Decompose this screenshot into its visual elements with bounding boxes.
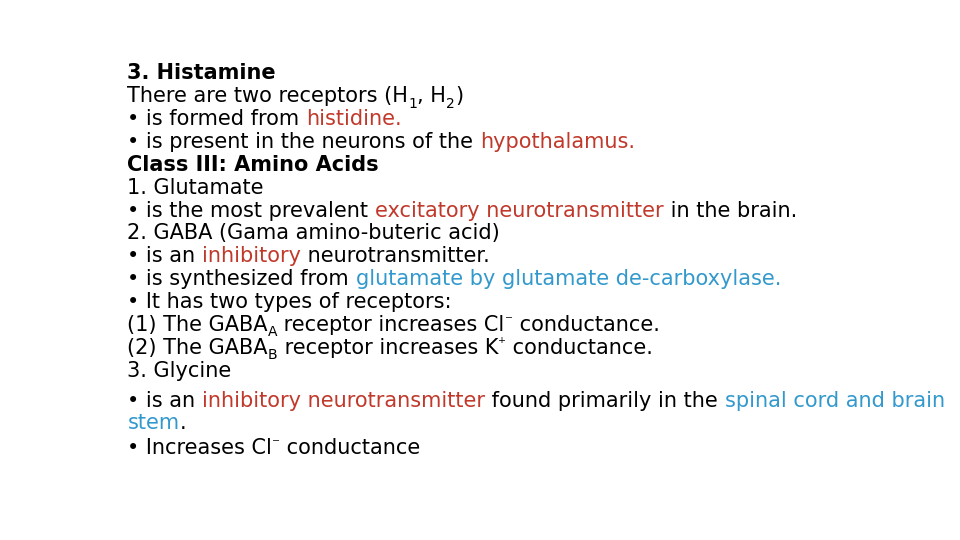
- Text: found primarily in the: found primarily in the: [485, 390, 725, 410]
- Text: spinal cord and brain: spinal cord and brain: [725, 390, 945, 410]
- Text: • is an: • is an: [128, 390, 203, 410]
- Text: conductance.: conductance.: [513, 315, 660, 335]
- Text: Class III: Amino Acids: Class III: Amino Acids: [128, 155, 379, 175]
- Text: receptor increases K: receptor increases K: [277, 338, 498, 358]
- Text: • is formed from: • is formed from: [128, 109, 306, 129]
- Text: ⁻: ⁻: [273, 436, 280, 451]
- Text: receptor increases Cl: receptor increases Cl: [277, 315, 505, 335]
- Text: • is synthesized from: • is synthesized from: [128, 269, 356, 289]
- Text: • It has two types of receptors:: • It has two types of receptors:: [128, 292, 452, 312]
- Text: excitatory neurotransmitter: excitatory neurotransmitter: [375, 200, 663, 220]
- Text: 2: 2: [446, 97, 455, 111]
- Text: • is the most prevalent: • is the most prevalent: [128, 200, 375, 220]
- Text: neurotransmitter.: neurotransmitter.: [301, 246, 490, 266]
- Text: • Increases Cl: • Increases Cl: [128, 437, 273, 457]
- Text: , H: , H: [418, 86, 446, 106]
- Text: • is an: • is an: [128, 246, 203, 266]
- Text: There are two receptors (H: There are two receptors (H: [128, 86, 408, 106]
- Text: 3. Histamine: 3. Histamine: [128, 63, 276, 83]
- Text: ⁺: ⁺: [498, 336, 506, 351]
- Text: 2. GABA (Gama amino-buteric acid): 2. GABA (Gama amino-buteric acid): [128, 224, 500, 244]
- Text: glutamate by glutamate de-carboxylase.: glutamate by glutamate de-carboxylase.: [356, 269, 781, 289]
- Text: 1. Glutamate: 1. Glutamate: [128, 178, 264, 198]
- Text: 1: 1: [408, 97, 418, 111]
- Text: ⁻: ⁻: [505, 313, 513, 328]
- Text: 3. Glycine: 3. Glycine: [128, 361, 231, 381]
- Text: histidine.: histidine.: [306, 109, 402, 129]
- Text: in the brain.: in the brain.: [663, 200, 797, 220]
- Text: .: .: [180, 414, 186, 434]
- Text: • is present in the neurons of the: • is present in the neurons of the: [128, 132, 480, 152]
- Text: conductance: conductance: [280, 437, 420, 457]
- Text: (1) The GABA: (1) The GABA: [128, 315, 268, 335]
- Text: inhibitory: inhibitory: [203, 246, 301, 266]
- Text: inhibitory neurotransmitter: inhibitory neurotransmitter: [203, 390, 485, 410]
- Text: conductance.: conductance.: [506, 338, 653, 358]
- Text: B: B: [268, 348, 277, 362]
- Text: (2) The GABA: (2) The GABA: [128, 338, 268, 358]
- Text: ): ): [455, 86, 463, 106]
- Text: stem: stem: [128, 414, 180, 434]
- Text: hypothalamus.: hypothalamus.: [480, 132, 636, 152]
- Text: A: A: [268, 326, 277, 340]
